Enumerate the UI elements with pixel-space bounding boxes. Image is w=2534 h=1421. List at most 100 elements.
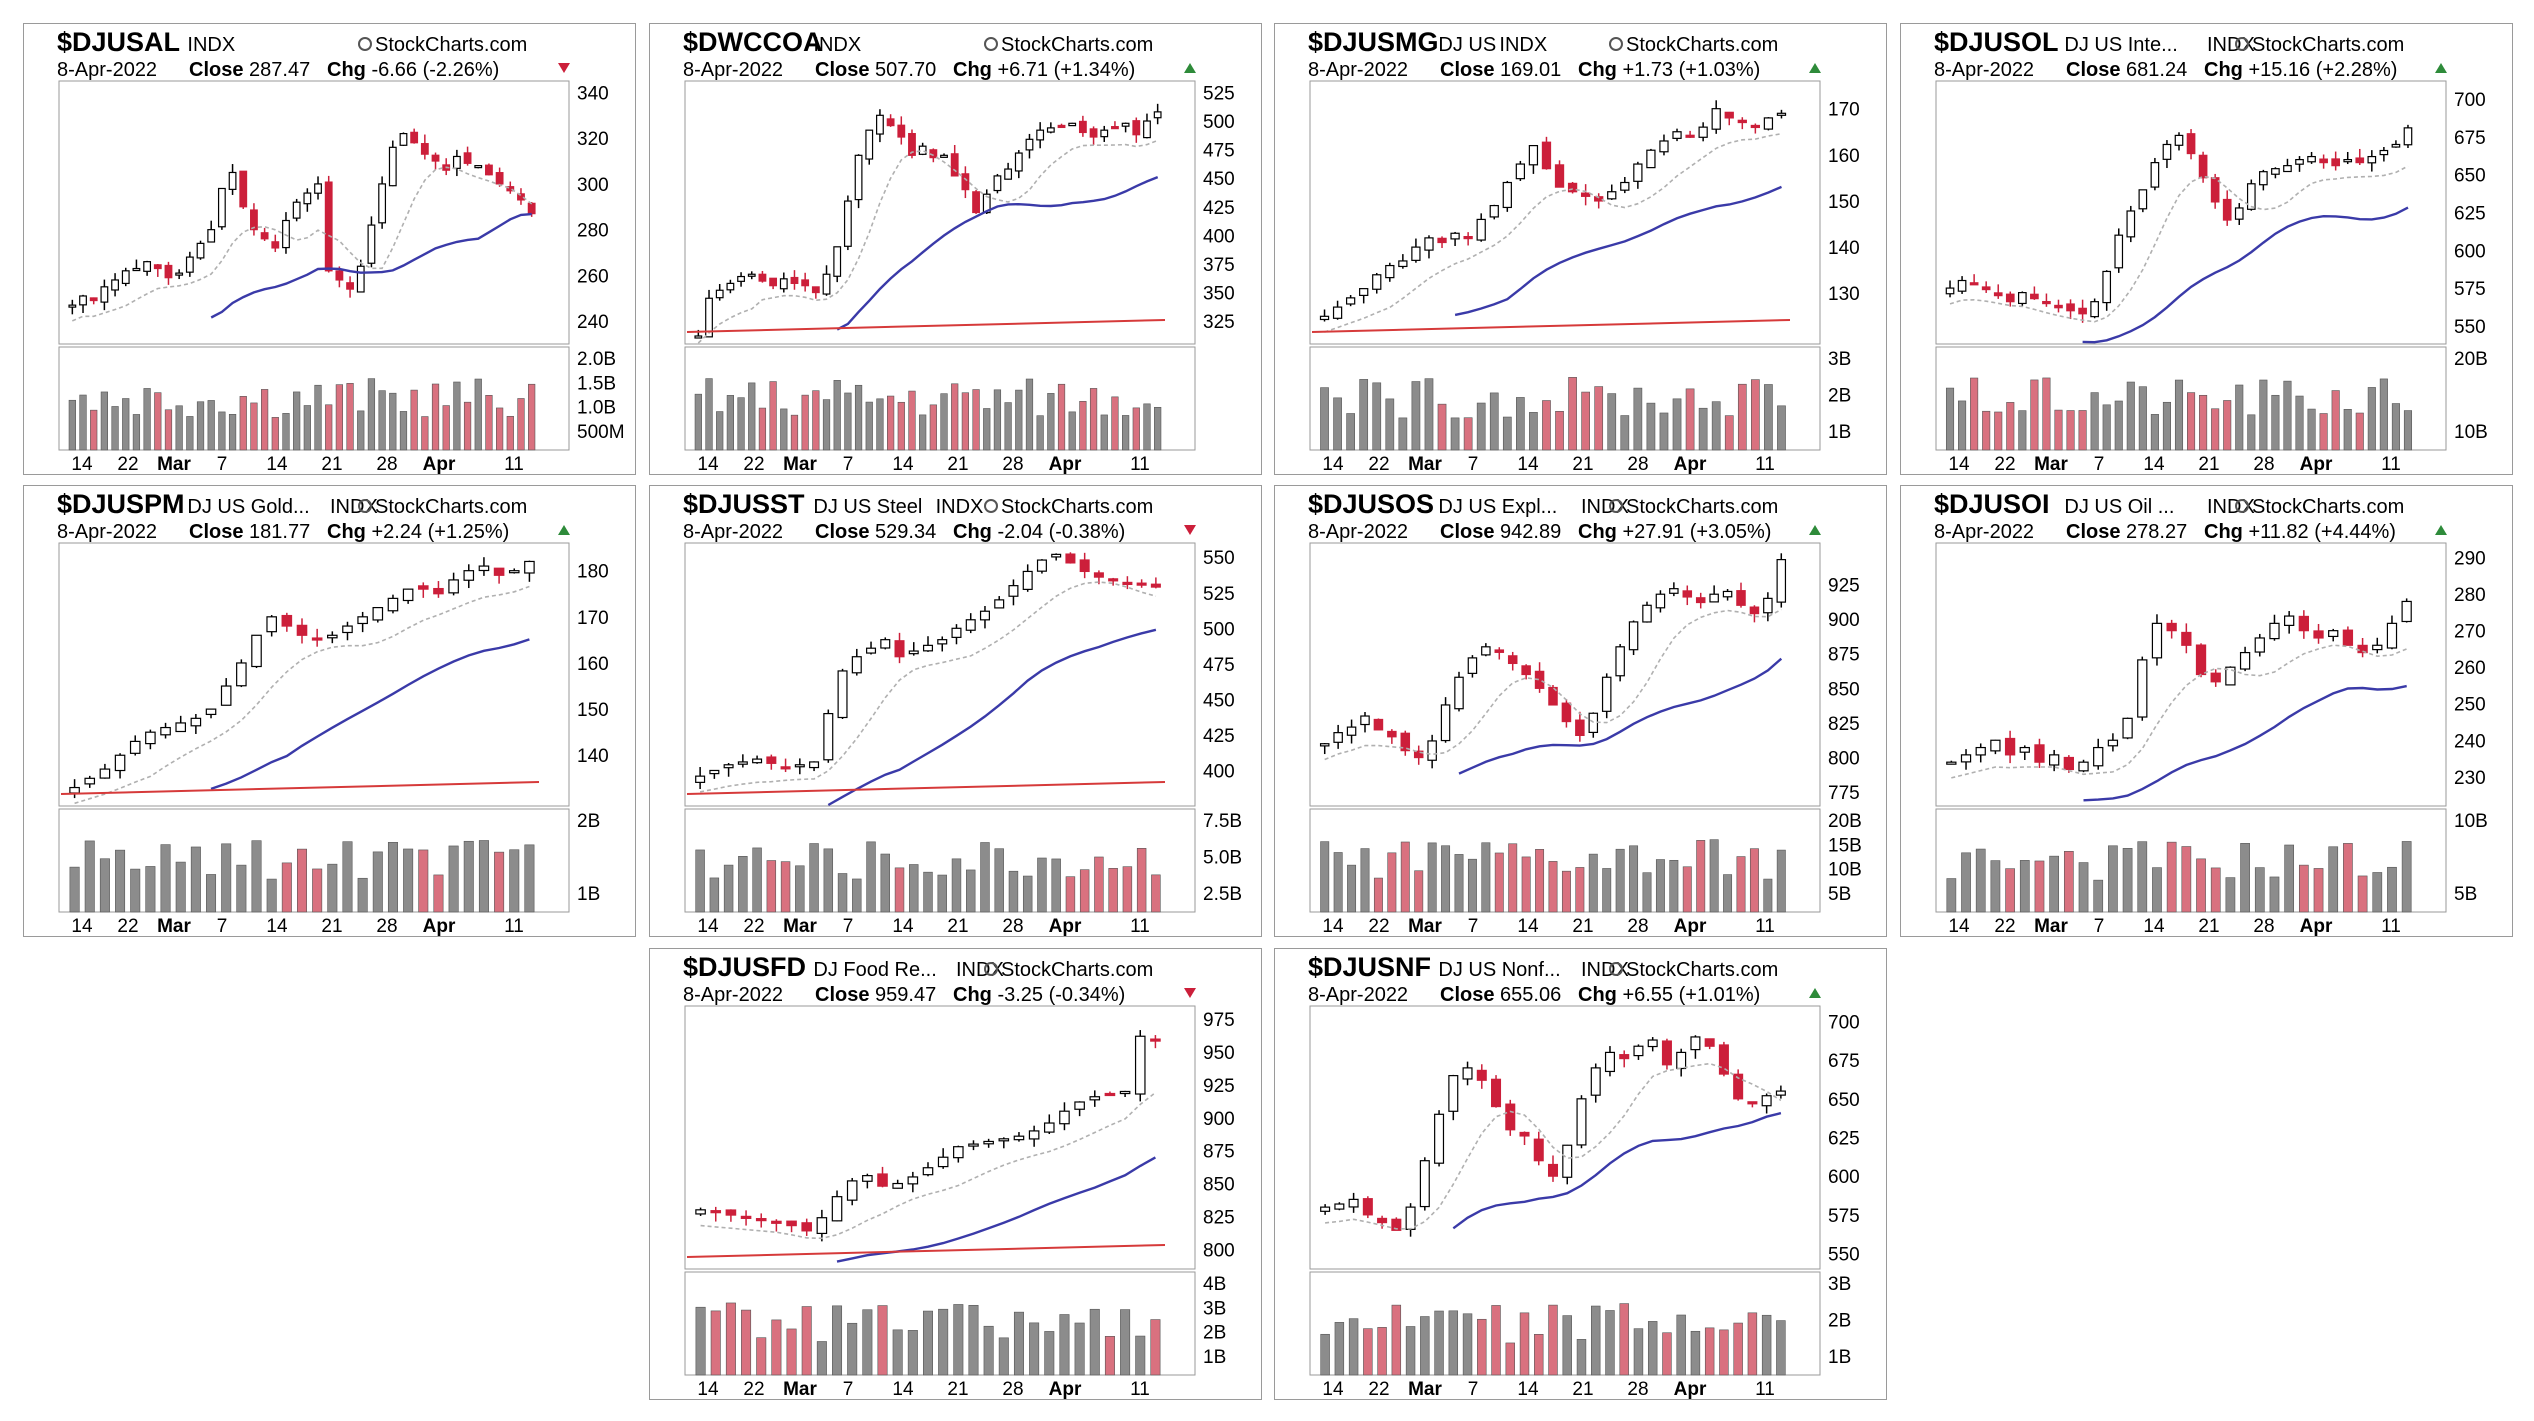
candle (1718, 1041, 1729, 1077)
candle (918, 142, 927, 156)
chart-panel-djusos[interactable]: $DJUSOS DJ US Expl... INDX StockCharts.com 8… (1274, 485, 1887, 937)
volume-bar (506, 415, 514, 451)
volume-bar (2187, 392, 2196, 451)
volume-bar (1359, 379, 1369, 451)
volume-bar (2162, 401, 2171, 451)
price-tick-label: 775 (1828, 783, 1860, 804)
volume-bar (1704, 1327, 1715, 1376)
volume-bar (1521, 856, 1531, 913)
candle (1059, 1102, 1070, 1131)
volume-bar (325, 404, 333, 451)
price-tick-label: 800 (1828, 749, 1860, 770)
price-tick-label: 450 (1203, 169, 1235, 190)
chart-panel-djusoi[interactable]: $DJUSOI DJ US Oil ... INDX StockCharts.com 8… (1900, 485, 2513, 937)
candle (2328, 628, 2339, 642)
price-tick-label: 875 (1828, 645, 1860, 666)
volume-bar (115, 849, 126, 913)
candle (1434, 1110, 1445, 1167)
candle (1387, 729, 1397, 744)
x-tick-label: 22 (743, 916, 764, 937)
price-tick-label: 550 (2454, 317, 2486, 338)
candle (220, 678, 232, 706)
candle (196, 240, 205, 260)
price-pane (58, 80, 570, 345)
candle (164, 261, 173, 285)
candle (1332, 300, 1343, 320)
candle (1013, 1132, 1025, 1142)
chart-panel-djusmg[interactable]: $DJUSMG DJ US INDX StockCharts.com 8-Apr-202… (1274, 23, 1887, 475)
chart-panel-djusst[interactable]: $DJUSST DJ US Steel INDX StockCharts.com 8-A… (649, 485, 1262, 937)
x-tick-label: 7 (217, 454, 228, 475)
candle (1134, 1030, 1146, 1102)
candle (271, 234, 280, 253)
candle (1119, 1090, 1131, 1097)
volume-bar (758, 407, 767, 451)
volume-bar (1347, 864, 1357, 913)
candle (1607, 184, 1617, 200)
candle (1074, 1101, 1085, 1117)
price-tick-label: 975 (1203, 1010, 1235, 1031)
chart-date: 8-Apr-2022 (1308, 59, 1408, 81)
candle (1481, 643, 1491, 657)
volume-bar (421, 416, 429, 451)
close-label: Close 959.47 (815, 984, 936, 1006)
chart-svg: $DJUSFD DJ Food Re... INDXStockCharts.com8… (683, 952, 1235, 1400)
volume-bar (372, 851, 383, 913)
candle (2126, 205, 2136, 243)
volume-bar (1709, 839, 1719, 913)
chart-panel-djusol[interactable]: $DJUSOL DJ US Inte... INDX StockCharts.com 8… (1900, 23, 2513, 475)
volume-bar (1719, 1329, 1729, 1376)
price-tick-label: 130 (1828, 284, 1860, 305)
volume-bar (844, 392, 852, 451)
change-value: +1.73 (+1.03%) (1622, 59, 1760, 81)
x-tick-label: Apr (1674, 1379, 1707, 1400)
volume-bar (1143, 403, 1151, 451)
price-tick-label: 300 (577, 175, 609, 196)
candle (1467, 655, 1478, 678)
price-tick-label: 675 (1828, 1051, 1860, 1072)
candle (937, 1148, 949, 1169)
volume-bar (175, 405, 183, 451)
volume-bar (1629, 845, 1639, 913)
x-tick-label: 14 (2143, 454, 2165, 475)
candle (99, 763, 111, 779)
chart-panel-djusnf[interactable]: $DJUSNF DJ US Nonf... INDX StockCharts.com 8… (1274, 948, 1887, 1400)
chart-panel-djuspm[interactable]: $DJUSPM DJ US Gold... INDX StockCharts.com 8… (23, 485, 636, 937)
volume-bar (357, 877, 368, 913)
x-tick-label: 14 (1517, 1379, 1539, 1400)
volume-bar (463, 840, 474, 913)
candle (880, 637, 891, 650)
change-label: Chg +27.91 (+3.05%) (1578, 521, 1771, 543)
chart-panel-dwccoa[interactable]: $DWCCOA INDX StockCharts.com 8-Apr-2022 Clos… (649, 23, 1262, 475)
x-tick-label: Mar (783, 454, 817, 475)
volume-bar (442, 405, 450, 451)
volume-bar (251, 840, 262, 913)
volume-bar (854, 384, 863, 451)
candle (1489, 204, 1499, 220)
ma-mid-line (210, 638, 530, 791)
candle (431, 152, 440, 170)
close-label: Close 655.06 (1440, 984, 1561, 1006)
volume-bar (1346, 413, 1355, 451)
candle (1004, 162, 1013, 180)
x-tick-label: 11 (2381, 454, 2401, 475)
candle (2284, 611, 2295, 634)
volume-bar (780, 408, 788, 451)
close-value: 181.77 (249, 521, 310, 543)
volume-bar (968, 1304, 979, 1376)
x-tick-label: 14 (1322, 1379, 1344, 1400)
volume-bar (972, 389, 980, 451)
volume-bar (709, 877, 720, 913)
chart-panel-djusal[interactable]: $DJUSAL INDX StockCharts.com 8-Apr-2022 Clos… (23, 23, 636, 475)
x-tick-label: 14 (2143, 916, 2165, 937)
volume-bar (84, 840, 95, 913)
volume-bar (1736, 856, 1746, 913)
chart-svg: $DJUSMG DJ US INDX StockCharts.com 8-Apr-202… (1308, 27, 1860, 475)
chart-panel-djusfd[interactable]: $DJUSFD DJ Food Re... INDX StockCharts.com 8… (649, 948, 1262, 1400)
volume-bar (261, 389, 269, 451)
volume-tick-label: 1B (1828, 422, 1851, 443)
candle (1111, 121, 1119, 130)
candle (342, 621, 353, 641)
candle (236, 659, 247, 688)
